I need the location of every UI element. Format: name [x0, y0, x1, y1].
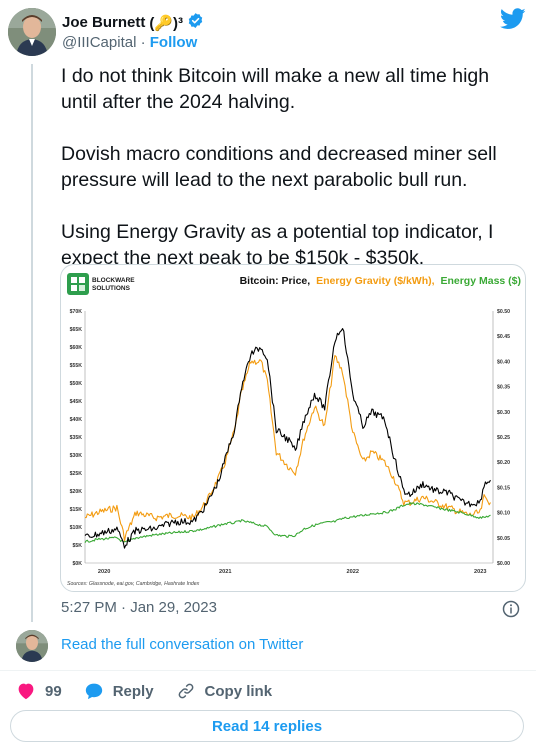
separator-dot: ·: [140, 34, 146, 51]
tweet-header: Joe Burnett (🔑)³ @IIICapital · Follow: [8, 8, 528, 58]
y-right-tick-label: $0.15: [497, 485, 510, 491]
author-handle[interactable]: @IIICapital: [62, 34, 137, 51]
tweet-paragraph: Using Energy Gravity as a potential top …: [61, 221, 494, 269]
y-right-tick-label: $0.05: [497, 536, 510, 542]
link-icon: [178, 683, 193, 699]
y-left-tick-label: $65K: [70, 327, 83, 333]
action-bar: 99 Reply Copy link: [16, 680, 294, 702]
y-left-tick-label: $10K: [70, 525, 83, 531]
tweet-text: I do not think Bitcoin will make a new a…: [61, 63, 521, 297]
y-left-tick-label: $50K: [70, 381, 83, 387]
chart-title-price: Bitcoin: Price,: [240, 275, 311, 287]
y-right-tick-label: $0.50: [497, 309, 510, 315]
y-right-tick-label: $0.40: [497, 359, 510, 365]
chart-title: Bitcoin: Price, Energy Gravity ($/kWh), …: [240, 275, 521, 287]
thread-line: [31, 64, 33, 622]
author-name-suffix: (🔑)³: [149, 14, 184, 32]
logo-line: BLOCKWARE: [92, 277, 135, 284]
x-tick-label: 2020: [98, 569, 110, 575]
chart-title-energy-gravity: Energy Gravity ($/kWh),: [316, 275, 435, 287]
read-conversation-link[interactable]: Read the full conversation on Twitter: [61, 636, 304, 653]
twitter-bird-icon[interactable]: [499, 8, 526, 35]
chart-svg: BLOCKWARE SOLUTIONS Bitcoin: Price, Ener…: [67, 273, 521, 587]
read-replies-button[interactable]: Read 14 replies: [10, 710, 524, 742]
author-handle-row: @IIICapital · Follow: [62, 34, 197, 51]
like-button[interactable]: 99: [16, 682, 62, 700]
y-right-tick-label: $0.20: [497, 460, 510, 466]
author-avatar[interactable]: [8, 8, 56, 56]
y-right-tick-label: $0.25: [497, 435, 510, 441]
divider: [0, 670, 536, 671]
chart-plot-area: $70K $65K $60K $55K $50K $45K $40K $35K $30K $25K…: [70, 309, 511, 575]
y-left-tick-label: $20K: [70, 489, 83, 495]
reply-button[interactable]: Reply: [84, 682, 154, 700]
y-right-tick-label: $0.00: [497, 561, 510, 567]
x-tick-label: 2022: [347, 569, 359, 575]
y-left-tick-label: $55K: [70, 363, 83, 369]
author-name[interactable]: Joe Burnett: [62, 14, 146, 31]
blockware-logo: BLOCKWARE SOLUTIONS: [67, 273, 135, 295]
like-count: 99: [45, 682, 62, 700]
y-left-tick-label: $30K: [70, 453, 83, 459]
x-tick-label: 2021: [219, 569, 231, 575]
chart-source-note: Sources: Glassnode, eai.gov, Cambridge, …: [67, 581, 200, 587]
copy-link-label: Copy link: [204, 682, 273, 700]
y-right-tick-label: $0.30: [497, 410, 510, 416]
y-left-tick-label: $70K: [70, 309, 83, 315]
tweet-paragraph: I do not think Bitcoin will make a new a…: [61, 65, 490, 113]
series-line-price: [84, 328, 491, 549]
reply-label: Reply: [112, 682, 154, 700]
follow-button[interactable]: Follow: [149, 34, 198, 51]
tweet-media-chart[interactable]: BLOCKWARE SOLUTIONS Bitcoin: Price, Ener…: [60, 264, 526, 592]
y-right-tick-label: $0.45: [497, 334, 510, 340]
tweet-timestamp[interactable]: 5:27 PM · Jan 29, 2023: [61, 599, 217, 616]
conversation-avatar[interactable]: [16, 630, 48, 662]
logo-line: SOLUTIONS: [92, 285, 131, 292]
y-left-tick-label: $25K: [70, 471, 83, 477]
series-line-energy-gravity: [85, 355, 491, 542]
y-left-tick-label: $35K: [70, 435, 83, 441]
y-left-tick-label: $40K: [70, 417, 83, 423]
y-left-tick-label: $60K: [70, 345, 83, 351]
verified-badge-icon: [187, 12, 204, 33]
y-left-tick-label: $15K: [70, 507, 83, 513]
author-name-row[interactable]: Joe Burnett (🔑)³: [62, 12, 204, 33]
x-tick-label: 2023: [474, 569, 486, 575]
chart-title-energy-mass: Energy Mass ($): [440, 275, 521, 287]
y-left-tick-label: $45K: [70, 399, 83, 405]
series-line-energy-mass: [84, 502, 491, 543]
heart-icon: [18, 683, 34, 700]
y-left-tick-label: $0K: [72, 561, 82, 567]
speech-bubble-icon: [85, 683, 102, 700]
info-icon[interactable]: [502, 600, 520, 623]
tweet-paragraph: Dovish macro conditions and decreased mi…: [61, 143, 497, 191]
y-right-tick-label: $0.35: [497, 385, 510, 391]
y-left-tick-label: $5K: [72, 543, 82, 549]
copy-link-button[interactable]: Copy link: [176, 682, 273, 700]
y-right-tick-label: $0.10: [497, 511, 510, 517]
